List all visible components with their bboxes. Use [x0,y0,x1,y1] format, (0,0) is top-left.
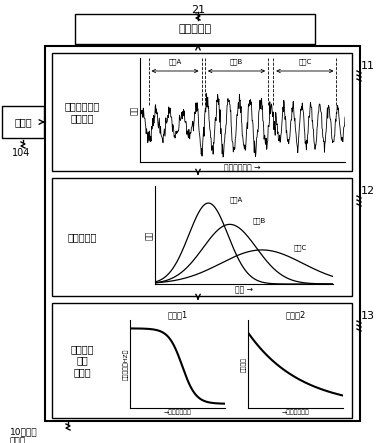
Text: 区间B: 区间B [253,218,266,224]
Text: 13: 13 [361,311,375,321]
Text: 10特征量
检测部: 10特征量 检测部 [10,427,38,443]
Y-axis label: 最大振幅: 最大振幅 [241,357,247,372]
Bar [75,14,315,44]
Text: 区间A: 区间A [230,196,243,203]
X-axis label: →深度（时间）: →深度（时间） [164,409,191,415]
Text: 11: 11 [361,61,375,71]
Bar [52,53,352,171]
X-axis label: 频率 →: 频率 → [235,285,253,295]
Text: 区间B: 区间B [230,59,243,66]
Bar [2,106,44,138]
Text: 区间C: 区间C [294,244,307,251]
Text: 12: 12 [361,186,375,196]
Text: 时间序列数据
预处理部: 时间序列数据 预处理部 [65,101,99,123]
Text: 深度方向
分布
计算部: 深度方向 分布 计算部 [70,344,94,377]
Y-axis label: 振幅: 振幅 [130,105,139,115]
Text: 区间C: 区间C [298,59,311,66]
Bar [45,46,360,421]
X-axis label: 深度（时间） →: 深度（时间） → [224,163,261,172]
Bar [52,303,352,418]
Text: 频率解析部: 频率解析部 [67,232,97,242]
Text: 104: 104 [12,148,30,158]
Text: 21: 21 [191,5,205,15]
Bar [52,178,352,296]
Y-axis label: 中心频率（HZ）: 中心频率（HZ） [123,348,129,380]
Title: 特征量1: 特征量1 [167,310,188,319]
Text: 参数决定部: 参数决定部 [179,24,212,34]
X-axis label: →深度（时间）: →深度（时间） [281,409,310,415]
Y-axis label: 振幅: 振幅 [145,230,154,240]
Title: 特征量2: 特征量2 [285,310,306,319]
Text: 接收部: 接收部 [14,117,32,127]
Text: 区间A: 区间A [169,59,182,66]
